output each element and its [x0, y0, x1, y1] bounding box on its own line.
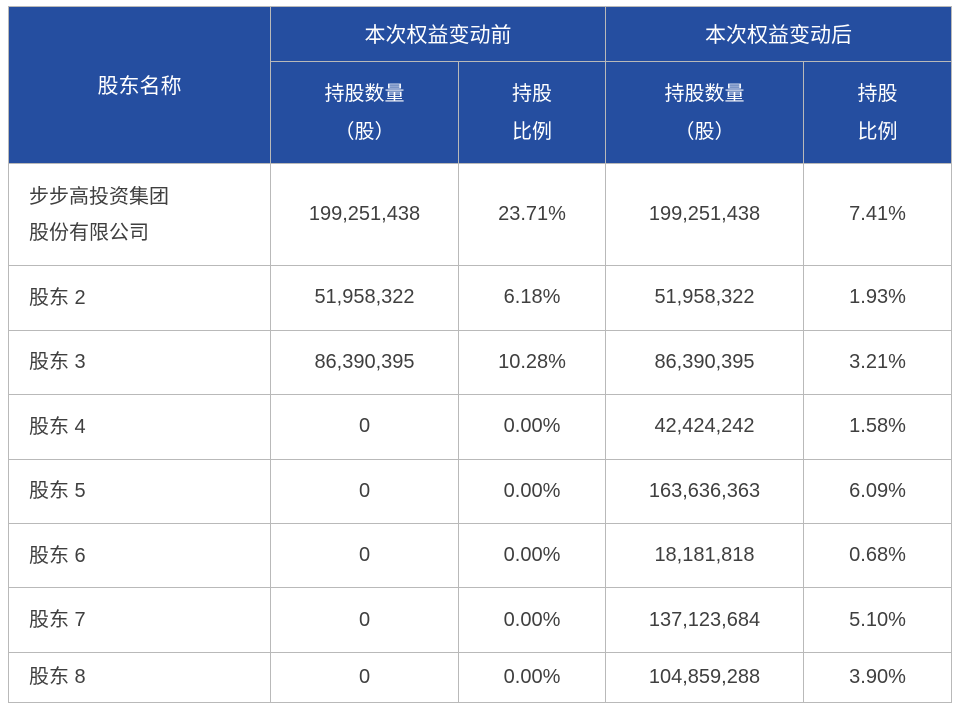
before-shares-cell: 199,251,438 [270, 162, 459, 267]
header-group-row: 股东名称 本次权益变动前 本次权益变动后 [8, 6, 952, 164]
shareholder-name-cell: 股东 5 [8, 458, 271, 524]
before-shares-cell: 0 [270, 651, 459, 704]
table-row: 股东 5 0 0.00% 163,636,363 6.09% [8, 458, 952, 524]
subheader-shares-after: 持股数量 （股） [605, 61, 804, 164]
after-ratio-cell: 5.10% [803, 587, 952, 653]
subheader-shares-before: 持股数量 （股） [270, 61, 459, 164]
before-ratio-cell: 10.28% [458, 329, 606, 396]
after-shares-cell: 18,181,818 [605, 522, 804, 589]
before-shares-cell: 51,958,322 [270, 265, 459, 331]
after-ratio-cell: 7.41% [803, 162, 952, 267]
before-ratio-cell: 0.00% [458, 651, 606, 704]
before-shares-cell: 0 [270, 458, 459, 524]
subheader-ratio-after: 持股 比例 [803, 61, 952, 164]
shareholder-name-cell: 股东 4 [8, 394, 271, 460]
table-header: 股东名称 本次权益变动前 本次权益变动后 持股数量 （股） 持股 比例 持股数量… [8, 6, 952, 164]
table-row: 股东 7 0 0.00% 137,123,684 5.10% [8, 587, 952, 653]
table-row: 股东 8 0 0.00% 104,859,288 3.90% [8, 651, 952, 704]
shareholder-name-cell: 股东 7 [8, 587, 271, 653]
before-ratio-cell: 23.71% [458, 162, 606, 267]
shareholder-name-cell: 股东 6 [8, 522, 271, 589]
table-row: 股东 2 51,958,322 6.18% 51,958,322 1.93% [8, 265, 952, 331]
header-shareholder-name: 股东名称 [8, 6, 271, 164]
before-shares-cell: 0 [270, 587, 459, 653]
after-shares-cell: 163,636,363 [605, 458, 804, 524]
header-after-change: 本次权益变动后 [605, 6, 952, 62]
after-ratio-cell: 3.90% [803, 651, 952, 704]
after-ratio-cell: 1.93% [803, 265, 952, 331]
before-ratio-cell: 0.00% [458, 458, 606, 524]
table-row: 股东 4 0 0.00% 42,424,242 1.58% [8, 394, 952, 460]
after-shares-cell: 104,859,288 [605, 651, 804, 704]
after-shares-cell: 42,424,242 [605, 394, 804, 460]
before-ratio-cell: 0.00% [458, 394, 606, 460]
after-shares-cell: 137,123,684 [605, 587, 804, 653]
before-shares-cell: 86,390,395 [270, 329, 459, 396]
shareholder-name-cell: 步步高投资集团 股份有限公司 [8, 162, 271, 267]
after-ratio-cell: 0.68% [803, 522, 952, 589]
before-ratio-cell: 0.00% [458, 522, 606, 589]
shareholder-name-cell: 股东 3 [8, 329, 271, 396]
before-shares-cell: 0 [270, 394, 459, 460]
shareholder-name-cell: 股东 8 [8, 651, 271, 704]
table-body: 步步高投资集团 股份有限公司 199,251,438 23.71% 199,25… [8, 162, 952, 704]
after-ratio-cell: 1.58% [803, 394, 952, 460]
shareholder-name-cell: 股东 2 [8, 265, 271, 331]
header-before-change: 本次权益变动前 [270, 6, 606, 62]
after-ratio-cell: 6.09% [803, 458, 952, 524]
after-shares-cell: 51,958,322 [605, 265, 804, 331]
before-ratio-cell: 6.18% [458, 265, 606, 331]
table-row: 步步高投资集团 股份有限公司 199,251,438 23.71% 199,25… [8, 162, 952, 267]
before-ratio-cell: 0.00% [458, 587, 606, 653]
after-shares-cell: 86,390,395 [605, 329, 804, 396]
subheader-ratio-before: 持股 比例 [458, 61, 606, 164]
header-sub-row: 持股数量 （股） 持股 比例 持股数量 （股） 持股 比例 [9, 61, 952, 164]
equity-change-table: 股东名称 本次权益变动前 本次权益变动后 持股数量 （股） 持股 比例 持股数量… [8, 6, 952, 704]
table-row: 股东 3 86,390,395 10.28% 86,390,395 3.21% [8, 329, 952, 396]
table-row: 股东 6 0 0.00% 18,181,818 0.68% [8, 522, 952, 589]
before-shares-cell: 0 [270, 522, 459, 589]
after-shares-cell: 199,251,438 [605, 162, 804, 267]
after-ratio-cell: 3.21% [803, 329, 952, 396]
